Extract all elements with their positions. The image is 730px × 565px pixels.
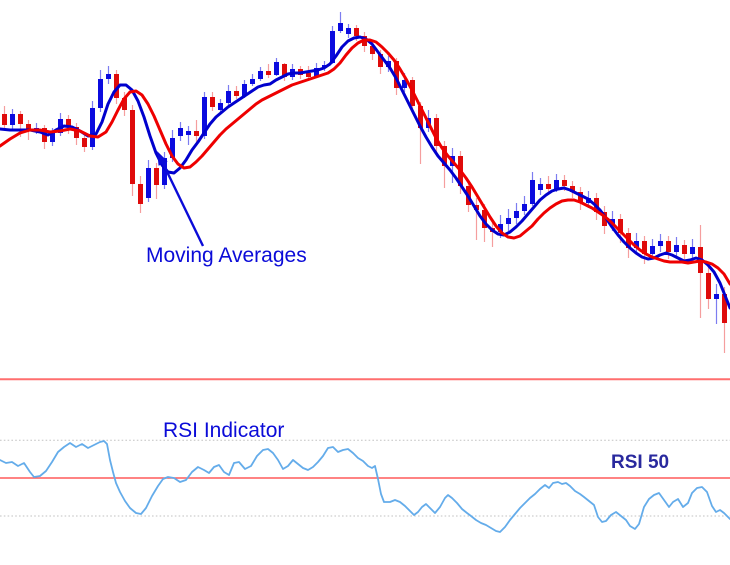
candle-bull [690,247,695,254]
candle-bear [18,114,23,124]
candle-bull [226,91,231,103]
candle-bear [306,73,311,77]
candle-bear [682,245,687,254]
candle-bull [274,62,279,75]
candle-bear [434,118,439,146]
candle-bull [530,180,535,204]
candle-bull [506,218,511,224]
candle-bull [554,180,559,189]
candle-bull [346,28,351,34]
candle-bull [674,245,679,252]
candle-bear [354,28,359,36]
candle-bull [202,97,207,136]
candle-bear [282,64,287,77]
candle-bull [714,294,719,299]
candle-bull [498,224,503,232]
candle-bull [146,168,151,198]
candle-bull [330,31,335,63]
candle-bull [314,68,319,77]
candle-bull [186,131,191,135]
candle-bull [538,184,543,190]
candle-bull [514,211,519,218]
candle-bear [114,74,119,98]
candle-bull [178,128,183,136]
candle-bear [370,46,375,54]
candle-bear [722,294,727,323]
candle-bear [130,110,135,184]
candle-bull [250,79,255,84]
candle-bear [394,61,399,88]
candle-bull [522,204,527,211]
candle-bull [106,74,111,79]
candle-bull [162,158,167,185]
candle-bear [618,219,623,233]
candle-bull [90,108,95,147]
candle-bull [338,23,343,31]
candle-bear [570,186,575,192]
candle-bull [218,103,223,110]
candle-bull [170,138,175,158]
candle-bull [402,80,407,88]
candle-bull [10,114,15,125]
rsi-50-label: RSI 50 [611,452,670,473]
moving-average-fast-blue [0,35,730,310]
candle-bear [210,97,215,107]
candle-bear [2,114,7,125]
candle-bear [82,138,87,147]
candle-bear [546,184,551,189]
rsi-indicator-label: RSI Indicator [163,419,285,442]
candle-bear [642,241,647,254]
candle-bear [234,91,239,96]
candle-bear [74,127,79,138]
rsi-line [0,440,730,533]
moving-averages-arrow-head [157,151,168,166]
candle-bull [242,84,247,96]
candle-bull [650,246,655,254]
candle-bear [666,241,671,252]
candle-bear [578,192,583,203]
candle-bull [658,241,663,246]
candle-bull [258,71,263,79]
candle-bear [602,212,607,226]
candle-bull [98,79,103,108]
candle-bear [266,71,271,75]
candle-bear [562,180,567,186]
moving-average-slow-red [0,38,730,286]
candle-bull [50,133,55,142]
moving-averages-label: Moving Averages [146,244,307,267]
candle-bear [66,119,71,127]
candle-bear [378,54,383,67]
candle-bear [122,98,127,110]
candle-bear [138,184,143,204]
moving-averages-arrow-shaft [159,158,205,247]
candle-bear [154,168,159,185]
candle-bear [194,131,199,136]
candle-bull [58,119,63,133]
candle-bear [706,273,711,299]
candle-bear [482,210,487,228]
candle-bear [26,124,31,131]
candle-bull [634,241,639,248]
candle-bear [442,146,447,166]
candle-bear [418,106,423,128]
